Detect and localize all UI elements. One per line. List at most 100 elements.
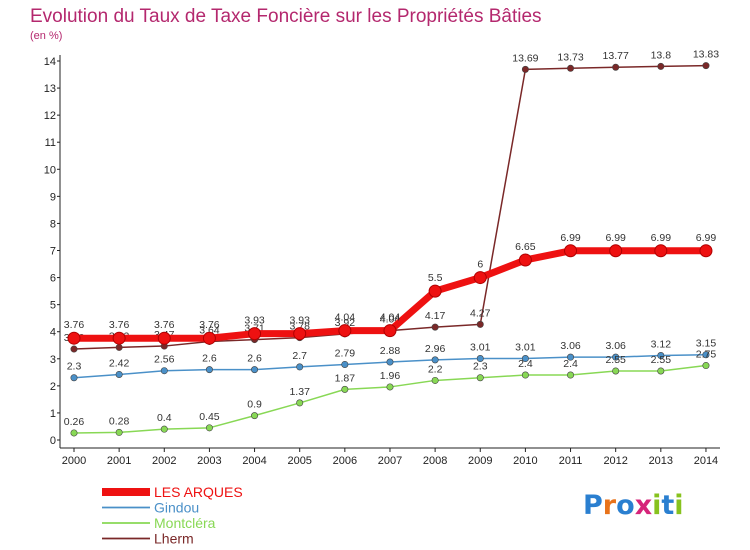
data-label: 6.99 — [696, 232, 717, 244]
data-label: 1.37 — [289, 386, 310, 398]
y-tick-label: 2 — [50, 381, 56, 393]
x-tick-label: 2013 — [649, 455, 673, 467]
data-point — [70, 374, 78, 382]
data-point — [473, 271, 487, 285]
legend-label: LES ARQUES — [154, 484, 243, 500]
data-point — [386, 383, 394, 391]
data-label: 2.3 — [473, 361, 488, 373]
data-point — [521, 355, 529, 363]
data-point — [386, 358, 394, 366]
x-tick-label: 2004 — [242, 455, 266, 467]
data-label: 2.55 — [605, 354, 626, 366]
data-label: 2.4 — [563, 358, 578, 370]
logo-letter: o — [616, 490, 635, 521]
x-tick-label: 2010 — [513, 455, 537, 467]
logo-letter: P — [583, 490, 603, 521]
data-point — [567, 353, 575, 361]
x-tick-label: 2002 — [152, 455, 176, 467]
y-tick-label: 8 — [50, 218, 56, 230]
data-label: 3.93 — [244, 315, 265, 327]
data-label: 13.77 — [603, 50, 629, 62]
logo-letter: i — [652, 490, 661, 521]
data-label: 3.76 — [154, 319, 175, 331]
data-point — [296, 399, 304, 407]
y-tick-label: 0 — [50, 435, 56, 447]
data-label: 2.6 — [247, 353, 262, 365]
y-tick-label: 4 — [50, 327, 56, 339]
series-line — [73, 64, 707, 350]
data-label: 13.73 — [557, 51, 583, 63]
data-label: 2.7 — [292, 350, 307, 362]
data-point — [428, 284, 442, 298]
data-point — [205, 424, 213, 432]
x-tick-label: 2005 — [287, 455, 311, 467]
data-label: 2.2 — [428, 363, 443, 375]
data-point — [431, 356, 439, 364]
data-label: 2.4 — [518, 358, 533, 370]
data-point — [431, 323, 439, 331]
data-point — [702, 62, 710, 70]
data-point — [115, 428, 123, 436]
data-label: 3.01 — [515, 342, 536, 354]
data-point — [341, 360, 349, 368]
data-label: 4.04 — [335, 312, 356, 324]
legend-label: Lherm — [154, 531, 194, 547]
y-tick-label: 11 — [45, 137, 56, 149]
data-point — [112, 331, 126, 345]
series-montclera: 0.26 0.28 0.4 0.450.91.371.87 1.962.2 2.3 2.4 2… — [64, 349, 717, 437]
logo-letter: t — [661, 490, 674, 521]
data-label: 0.26 — [64, 416, 85, 428]
x-tick-label: 2007 — [378, 455, 402, 467]
data-label: 2.56 — [154, 354, 175, 366]
data-label: 0.9 — [247, 399, 262, 411]
logo-letter: r — [603, 490, 617, 521]
data-point — [657, 367, 665, 375]
data-label: 0.28 — [109, 415, 130, 427]
data-label: 3.92 — [335, 317, 356, 329]
y-tick-label: 7 — [50, 246, 56, 258]
data-label: 2.75 — [696, 349, 717, 361]
data-label: 3.76 — [109, 319, 130, 331]
y-tick-label: 9 — [50, 191, 56, 203]
x-tick-label: 2000 — [62, 455, 86, 467]
data-label: 6 — [477, 259, 483, 271]
data-label: 13.83 — [693, 49, 719, 61]
data-label: 3.12 — [651, 339, 672, 351]
legend-label: Montcléra — [154, 515, 216, 531]
x-tick-label: 2014 — [694, 455, 718, 467]
y-tick-label: 6 — [50, 273, 56, 285]
y-tick-label: 12 — [44, 110, 56, 122]
data-point — [567, 371, 575, 379]
data-label: 0.4 — [157, 412, 172, 424]
data-point — [518, 253, 532, 267]
y-tick-label: 3 — [50, 354, 56, 366]
data-label: 6.99 — [605, 232, 626, 244]
data-label: 2.55 — [651, 354, 672, 366]
data-point — [67, 331, 81, 345]
data-label: 3.76 — [199, 319, 220, 331]
data-point — [564, 244, 578, 258]
data-point — [612, 353, 620, 361]
logo-letter: i — [674, 490, 683, 521]
data-label: 3.93 — [289, 315, 310, 327]
x-tick-label: 2008 — [423, 455, 447, 467]
data-label: 3.76 — [64, 319, 85, 331]
data-point — [341, 385, 349, 393]
data-label: 2.42 — [109, 357, 130, 369]
data-point — [205, 366, 213, 374]
x-tick-label: 2009 — [468, 455, 492, 467]
data-label: 3.01 — [470, 342, 491, 354]
data-point — [521, 371, 529, 379]
data-label: 0.45 — [199, 411, 220, 423]
legend-label: Gindou — [154, 500, 199, 516]
data-point — [702, 351, 710, 359]
chart-subtitle: (en %) — [30, 30, 62, 42]
data-label: 4.17 — [425, 310, 446, 322]
data-point — [251, 412, 259, 420]
data-label: 1.87 — [335, 372, 356, 384]
data-label: 6.99 — [651, 232, 672, 244]
data-point — [702, 362, 710, 370]
data-point — [612, 63, 620, 71]
